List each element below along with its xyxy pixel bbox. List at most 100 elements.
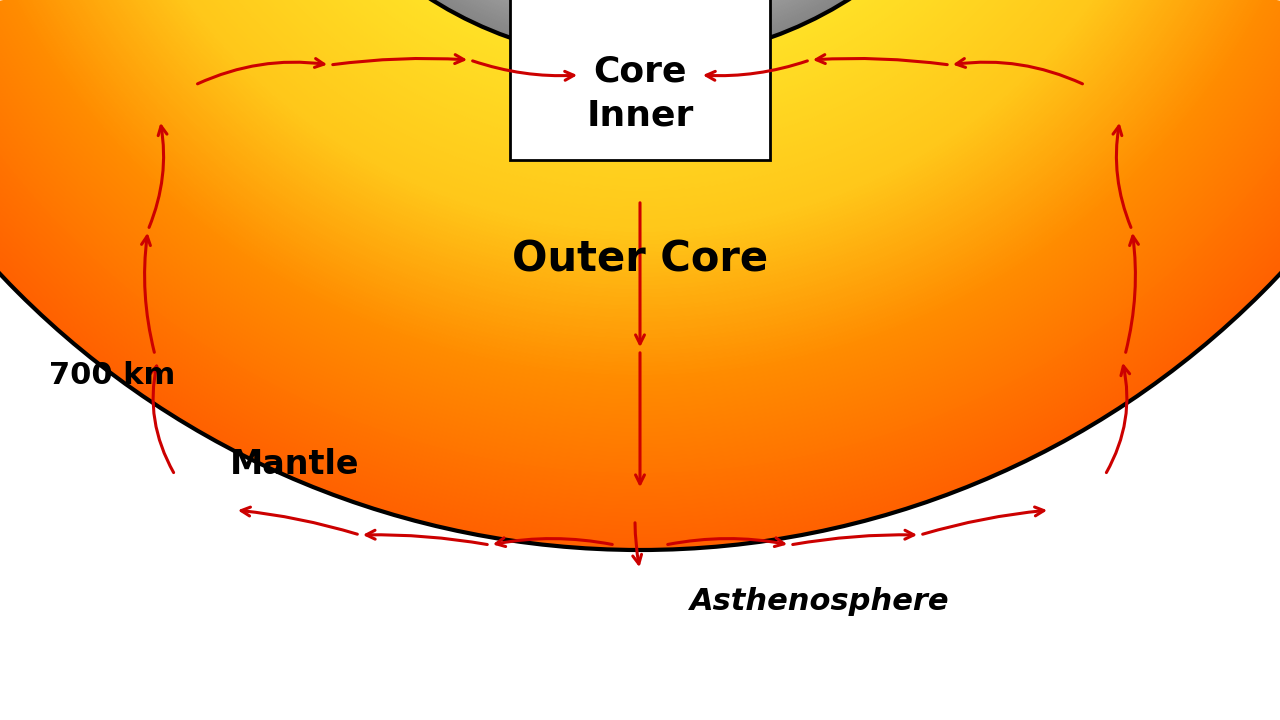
Circle shape bbox=[308, 0, 972, 1]
Circle shape bbox=[0, 0, 1280, 411]
Circle shape bbox=[63, 0, 1217, 248]
Circle shape bbox=[242, 0, 1038, 68]
Circle shape bbox=[78, 0, 1202, 232]
Circle shape bbox=[164, 0, 1116, 145]
Circle shape bbox=[276, 0, 1004, 33]
Circle shape bbox=[119, 0, 1161, 191]
Circle shape bbox=[0, 0, 1280, 456]
Circle shape bbox=[46, 0, 1234, 264]
Circle shape bbox=[29, 0, 1251, 281]
Circle shape bbox=[0, 0, 1280, 464]
Circle shape bbox=[257, 0, 1023, 53]
Circle shape bbox=[205, 0, 1075, 105]
Circle shape bbox=[209, 0, 1071, 101]
Circle shape bbox=[0, 0, 1280, 530]
Circle shape bbox=[0, 0, 1280, 415]
Circle shape bbox=[0, 0, 1280, 428]
Circle shape bbox=[184, 0, 1096, 125]
Circle shape bbox=[99, 0, 1181, 211]
Circle shape bbox=[0, 0, 1280, 374]
Circle shape bbox=[0, 0, 1280, 472]
Circle shape bbox=[0, 0, 1280, 391]
Circle shape bbox=[0, 0, 1280, 436]
Circle shape bbox=[289, 0, 991, 21]
Circle shape bbox=[0, 0, 1280, 313]
Circle shape bbox=[143, 0, 1137, 166]
Circle shape bbox=[140, 0, 1140, 170]
Circle shape bbox=[128, 0, 1152, 182]
Circle shape bbox=[0, 0, 1280, 350]
Circle shape bbox=[229, 0, 1051, 81]
Circle shape bbox=[54, 0, 1226, 256]
Circle shape bbox=[177, 0, 1103, 133]
Bar bbox=[509, 0, 771, 160]
Circle shape bbox=[0, 0, 1280, 526]
Circle shape bbox=[0, 0, 1280, 521]
Circle shape bbox=[193, 0, 1087, 117]
Text: Outer Core: Outer Core bbox=[512, 239, 768, 281]
Circle shape bbox=[214, 0, 1066, 96]
Text: Inner: Inner bbox=[586, 98, 694, 132]
Circle shape bbox=[0, 0, 1280, 509]
Circle shape bbox=[282, 0, 998, 28]
Circle shape bbox=[37, 0, 1243, 272]
Circle shape bbox=[201, 0, 1079, 109]
Text: Mantle: Mantle bbox=[230, 449, 360, 482]
Circle shape bbox=[0, 0, 1280, 452]
Circle shape bbox=[0, 0, 1280, 513]
Circle shape bbox=[0, 0, 1280, 518]
Circle shape bbox=[111, 0, 1169, 199]
Circle shape bbox=[271, 0, 1009, 38]
Circle shape bbox=[301, 0, 979, 9]
Circle shape bbox=[115, 0, 1165, 194]
Circle shape bbox=[0, 0, 1280, 460]
Circle shape bbox=[0, 0, 1280, 448]
Circle shape bbox=[0, 0, 1280, 534]
Circle shape bbox=[270, 0, 1010, 40]
Circle shape bbox=[160, 0, 1120, 150]
Circle shape bbox=[221, 0, 1059, 89]
Circle shape bbox=[0, 0, 1280, 395]
Circle shape bbox=[50, 0, 1230, 260]
Circle shape bbox=[0, 0, 1280, 489]
Circle shape bbox=[148, 0, 1132, 162]
Circle shape bbox=[0, 0, 1280, 403]
Circle shape bbox=[0, 0, 1280, 387]
Circle shape bbox=[0, 0, 1280, 362]
Circle shape bbox=[152, 0, 1128, 158]
Circle shape bbox=[268, 0, 1012, 43]
Circle shape bbox=[0, 0, 1280, 330]
Circle shape bbox=[95, 0, 1185, 215]
Circle shape bbox=[58, 0, 1222, 252]
Circle shape bbox=[0, 0, 1280, 505]
Circle shape bbox=[0, 0, 1280, 338]
Circle shape bbox=[156, 0, 1124, 154]
Circle shape bbox=[108, 0, 1172, 203]
Circle shape bbox=[102, 0, 1178, 207]
Circle shape bbox=[292, 0, 988, 19]
Circle shape bbox=[0, 0, 1280, 346]
Circle shape bbox=[132, 0, 1148, 179]
Circle shape bbox=[188, 0, 1092, 121]
Circle shape bbox=[26, 0, 1254, 284]
Circle shape bbox=[5, 0, 1275, 305]
Circle shape bbox=[0, 0, 1280, 431]
Circle shape bbox=[17, 0, 1263, 293]
Circle shape bbox=[1, 0, 1279, 309]
Circle shape bbox=[0, 0, 1280, 407]
Circle shape bbox=[0, 0, 1280, 354]
Circle shape bbox=[70, 0, 1210, 240]
Circle shape bbox=[260, 0, 1020, 50]
Circle shape bbox=[0, 0, 1280, 485]
Circle shape bbox=[0, 0, 1280, 477]
Circle shape bbox=[0, 0, 1280, 342]
Circle shape bbox=[0, 0, 1280, 419]
Circle shape bbox=[0, 0, 1280, 468]
Circle shape bbox=[0, 0, 1280, 333]
Circle shape bbox=[250, 0, 1030, 60]
Circle shape bbox=[218, 0, 1062, 93]
Circle shape bbox=[306, 0, 974, 4]
Circle shape bbox=[0, 0, 1280, 366]
Circle shape bbox=[294, 0, 986, 16]
Circle shape bbox=[298, 0, 982, 12]
